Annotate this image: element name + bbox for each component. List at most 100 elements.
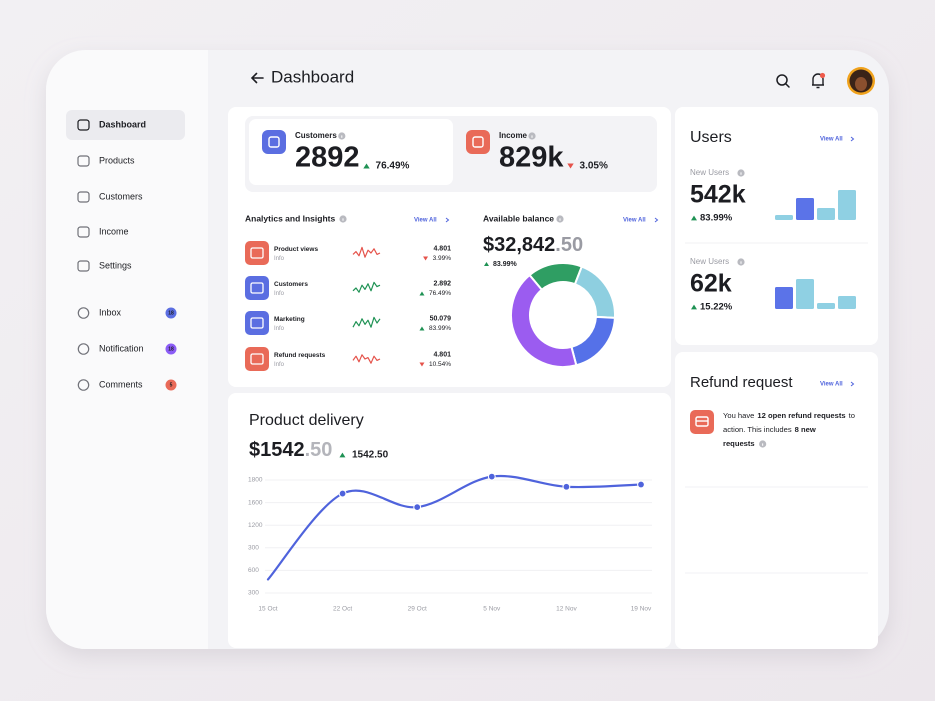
row-value: 4.801 xyxy=(433,245,451,252)
refund-text: action. This includes 8 new xyxy=(723,425,816,434)
y-tick-label: 300 xyxy=(248,545,259,552)
view-all-link[interactable]: View All xyxy=(414,218,437,224)
refund-text-part: to xyxy=(849,411,855,420)
nav-label[interactable]: Comments xyxy=(99,379,143,389)
search-button[interactable] xyxy=(776,74,790,88)
x-tick-label: 19 Nov xyxy=(631,606,652,613)
badge-count: 18 xyxy=(168,347,174,353)
users-change: 15.22% xyxy=(700,302,733,313)
nav-icon xyxy=(77,260,90,272)
users-label: New Users xyxy=(690,168,729,177)
row-change: 83.99% xyxy=(429,325,451,332)
x-tick-label: 15 Oct xyxy=(258,606,277,613)
users-bar xyxy=(796,279,814,309)
refund-text-part: 12 open refund requests xyxy=(757,411,845,420)
y-tick-label: 600 xyxy=(248,567,259,574)
users-value: 542k xyxy=(690,181,746,209)
row-value: 2.892 xyxy=(433,280,451,287)
users-bar xyxy=(817,303,835,309)
nav-label[interactable]: Notification xyxy=(99,343,144,353)
users-change: 83.99% xyxy=(700,213,733,224)
trend-arrow xyxy=(419,291,425,296)
back-button[interactable] xyxy=(250,72,264,84)
nav-label[interactable]: Dashboard xyxy=(99,119,146,129)
active-nav-bg xyxy=(66,110,185,140)
sidebar xyxy=(46,50,208,649)
nav-label[interactable]: Income xyxy=(99,226,129,236)
badge xyxy=(165,307,177,319)
kpi-icon xyxy=(466,130,490,154)
row-name: Product views xyxy=(274,246,318,253)
trend-arrow xyxy=(419,326,425,331)
refund-panel xyxy=(675,352,878,649)
balance-change: 83.99% xyxy=(493,261,518,268)
avatar[interactable] xyxy=(847,67,875,95)
balance-cents: .50 xyxy=(555,234,583,256)
nav-label[interactable]: Inbox xyxy=(99,307,122,317)
view-all-link[interactable]: View All xyxy=(820,382,843,388)
badge xyxy=(165,379,177,391)
row-name: Refund requests xyxy=(274,352,326,359)
nav-label[interactable]: Products xyxy=(99,155,135,165)
users-bar xyxy=(817,208,835,220)
kpi-label: Income xyxy=(499,131,528,140)
x-tick-label: 5 Nov xyxy=(483,606,501,613)
users-bar xyxy=(775,287,793,309)
y-tick-label: 1800 xyxy=(248,477,263,484)
nav-label[interactable]: Customers xyxy=(99,191,143,201)
trend-arrow xyxy=(691,215,697,221)
y-tick-label: 1600 xyxy=(248,499,263,506)
view-all-link[interactable]: View All xyxy=(820,137,843,143)
kpi-icon-glyph xyxy=(268,136,280,148)
trend-arrow xyxy=(363,163,370,169)
kpi-icon xyxy=(262,130,286,154)
row-sub: Info xyxy=(274,326,285,332)
row-value: 50.079 xyxy=(430,315,452,322)
users-panel xyxy=(675,107,878,345)
delivery-change: 1542.50 xyxy=(352,450,389,461)
delivery-point xyxy=(487,472,496,481)
row-name: Marketing xyxy=(274,316,305,323)
trend-arrow xyxy=(484,262,489,266)
row-value: 4.801 xyxy=(433,351,451,358)
kpi-icon-glyph xyxy=(472,136,484,148)
badge-count: 18 xyxy=(168,311,174,317)
refund-text-part: 8 new xyxy=(795,425,816,434)
y-tick-label: 1200 xyxy=(248,522,263,529)
nav-icon xyxy=(77,155,90,167)
row-change: 3.99% xyxy=(433,255,452,262)
trend-arrow xyxy=(423,256,429,261)
x-tick-label: 12 Nov xyxy=(556,606,577,613)
analytics-title: Analytics and Insights xyxy=(245,213,335,223)
donut-segment xyxy=(510,273,578,368)
chevron xyxy=(445,217,450,223)
balance-whole: $32,842 xyxy=(483,234,555,256)
refund-text: You have 12 open refund requests to xyxy=(723,411,855,420)
users-title: Users xyxy=(690,129,732,146)
kpi-change: 76.49% xyxy=(376,161,410,172)
chevron xyxy=(850,136,855,142)
refund-text-part: You have xyxy=(723,411,754,420)
users-label: New Users xyxy=(690,257,729,266)
chevron xyxy=(654,217,659,223)
nav-label[interactable]: Settings xyxy=(99,260,132,270)
row-icon xyxy=(245,311,269,335)
users-bar xyxy=(796,198,814,220)
row-sub: Info xyxy=(274,256,285,262)
chevron xyxy=(850,381,855,387)
delivery-amount: $1542.50 xyxy=(249,439,332,461)
row-icon-glyph xyxy=(250,317,264,329)
kpi-value: 829k xyxy=(499,142,564,174)
balance-amount: $32,842.50 xyxy=(483,234,583,256)
row-sub: Info xyxy=(274,291,285,297)
refund-text-part: requests xyxy=(723,439,755,448)
notification-button[interactable] xyxy=(812,72,826,89)
row-icon xyxy=(245,276,269,300)
refund-title: Refund request xyxy=(690,374,793,391)
view-all-link[interactable]: View All xyxy=(623,218,646,224)
nav-icon xyxy=(77,191,90,203)
sparkline xyxy=(352,354,381,364)
kpi-card-active[interactable] xyxy=(249,119,453,185)
row-icon xyxy=(245,241,269,265)
